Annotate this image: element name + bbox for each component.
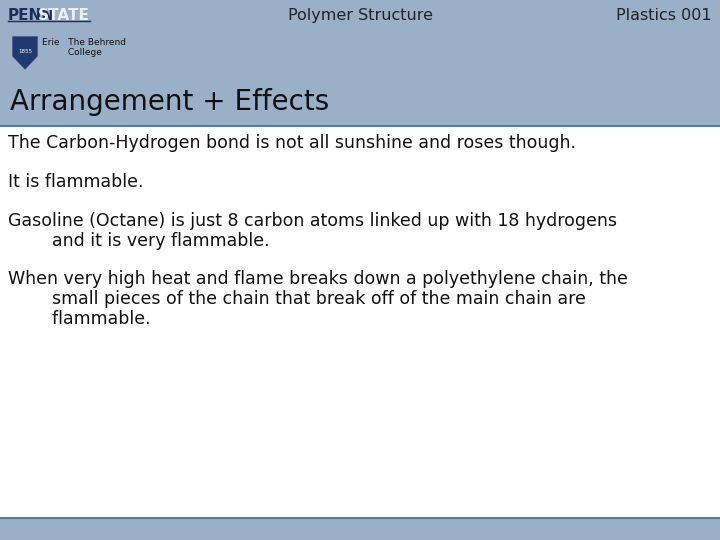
Text: small pieces of the chain that break off of the main chain are: small pieces of the chain that break off… bbox=[8, 290, 586, 308]
Text: flammable.: flammable. bbox=[8, 309, 150, 327]
Bar bbox=[0, 518, 720, 540]
Text: Polymer Structure: Polymer Structure bbox=[287, 8, 433, 23]
Text: and it is very flammable.: and it is very flammable. bbox=[8, 232, 269, 249]
Text: When very high heat and flame breaks down a polyethylene chain, the: When very high heat and flame breaks dow… bbox=[8, 271, 628, 288]
Polygon shape bbox=[12, 36, 38, 70]
Text: Plastics 001: Plastics 001 bbox=[616, 8, 712, 23]
Text: Arrangement + Effects: Arrangement + Effects bbox=[10, 88, 329, 116]
Text: The Carbon-Hydrogen bond is not all sunshine and roses though.: The Carbon-Hydrogen bond is not all suns… bbox=[8, 134, 576, 152]
Text: STATE: STATE bbox=[38, 8, 90, 23]
Text: Gasoline (Octane) is just 8 carbon atoms linked up with 18 hydrogens: Gasoline (Octane) is just 8 carbon atoms… bbox=[8, 212, 617, 230]
Text: Erie   The Behrend
         College: Erie The Behrend College bbox=[42, 38, 126, 57]
Text: It is flammable.: It is flammable. bbox=[8, 173, 143, 191]
Text: 1855: 1855 bbox=[18, 49, 32, 54]
Text: PENN: PENN bbox=[8, 8, 55, 23]
Bar bbox=[0, 126, 720, 518]
